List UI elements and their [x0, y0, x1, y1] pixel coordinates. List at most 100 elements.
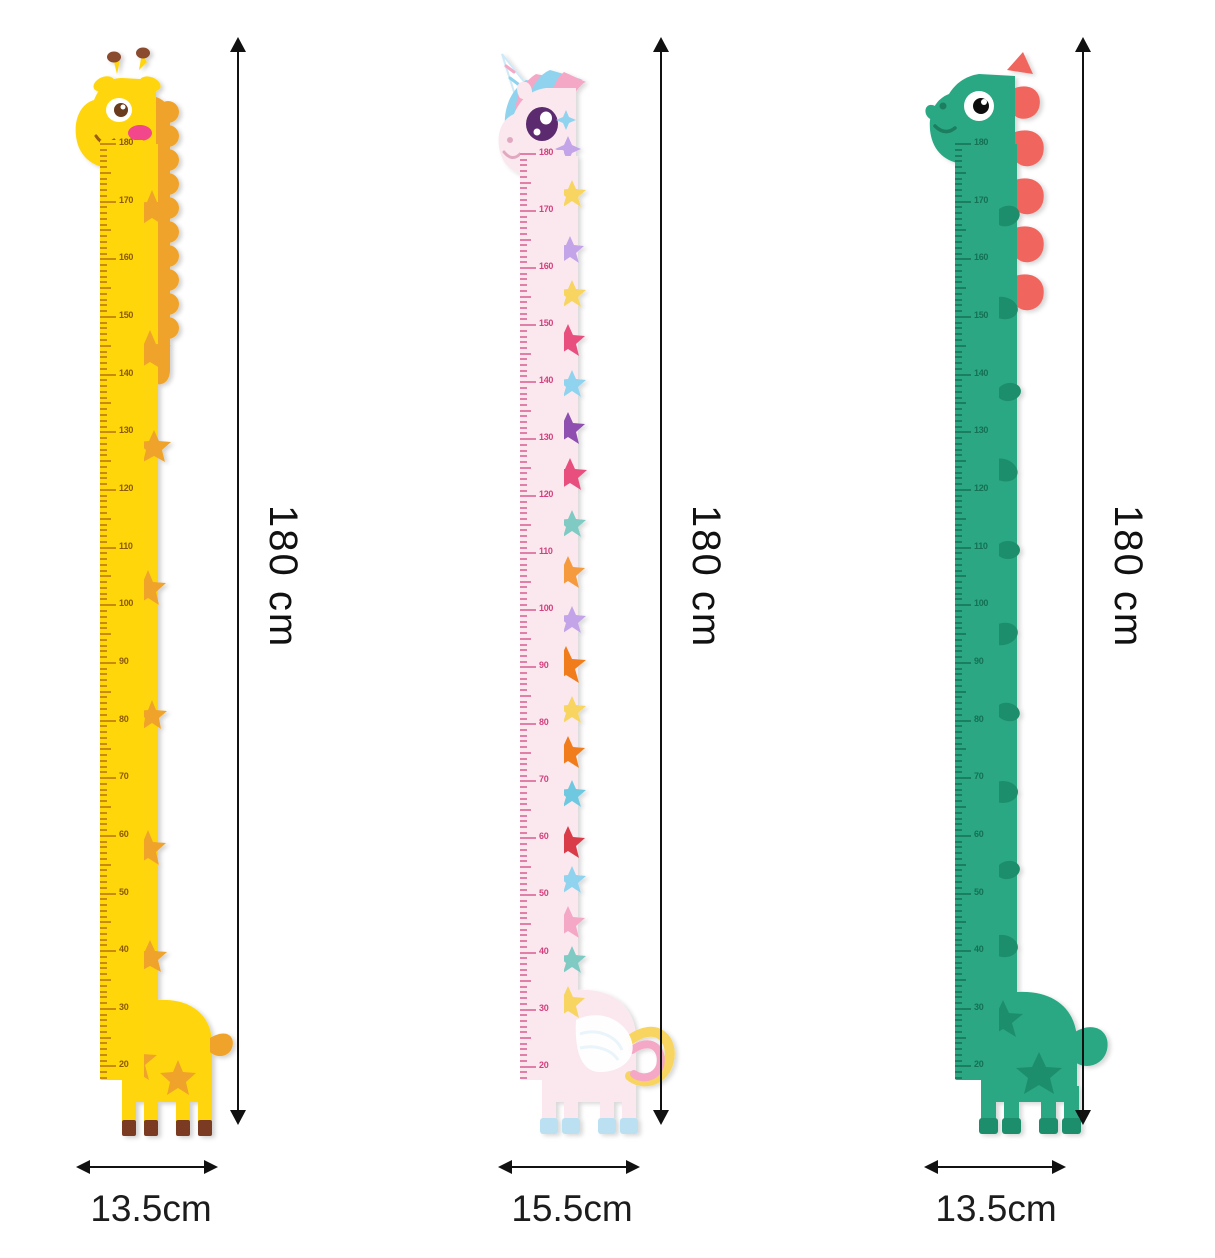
ruler-tick — [100, 996, 107, 999]
arrow-down-icon — [653, 1110, 669, 1125]
ruler-tick — [520, 1037, 531, 1040]
ruler-tick — [955, 673, 962, 676]
ruler-tick-label: 60 — [119, 828, 129, 839]
ruler-tick-label: 80 — [539, 717, 549, 728]
dinosaur-tick-marks: 180 170 160 150 140 130 120 110 100 90 80 70 60 50 40 3… — [955, 137, 999, 1080]
ruler-tick — [100, 460, 111, 463]
ruler-tick — [520, 443, 527, 446]
ruler-tick — [955, 886, 962, 889]
ruler-tick — [520, 1014, 527, 1017]
ruler-tick — [520, 500, 527, 503]
ruler-tick — [520, 221, 527, 224]
arrow-down-icon — [230, 1110, 246, 1125]
ruler-tick — [100, 759, 107, 762]
ruler-tick — [520, 335, 527, 338]
ruler-tick — [955, 206, 962, 209]
ruler-tick — [520, 700, 527, 703]
ruler-tick — [100, 961, 107, 964]
ruler-tick — [520, 734, 527, 737]
ruler-tick-label: 100 — [119, 598, 134, 609]
ruler-tick — [955, 898, 962, 901]
ruler-tick — [520, 877, 527, 880]
ruler-tick — [100, 287, 111, 290]
ruler-tick — [520, 848, 527, 851]
ruler-tick-label: 70 — [539, 774, 549, 785]
ruler-tick — [100, 396, 107, 399]
ruler-tick — [520, 717, 527, 720]
ruler-tick-label: 130 — [974, 425, 989, 436]
ruler-tick — [520, 991, 527, 994]
ruler-tick — [520, 403, 527, 406]
ruler-tick — [520, 164, 527, 167]
ruler-tick — [520, 158, 527, 161]
ruler-tick — [955, 690, 966, 693]
ruler-tick — [100, 511, 107, 514]
ruler-tick — [520, 774, 527, 777]
ruler-tick — [100, 644, 107, 647]
ruler-tick-label: 110 — [539, 546, 553, 557]
ruler-tick — [955, 581, 962, 584]
ruler-tick — [520, 911, 527, 914]
ruler-tick — [520, 894, 536, 897]
ruler-tick — [520, 369, 527, 372]
ruler-tick — [100, 408, 107, 411]
ruler-tick-label: 180 — [974, 137, 989, 147]
ruler-tick — [520, 512, 527, 515]
ruler-tick — [100, 656, 107, 659]
ruler-tick — [520, 267, 536, 270]
ruler-tick — [100, 771, 107, 774]
ruler-tick — [520, 421, 527, 424]
ruler-tick — [520, 626, 527, 629]
ruler-tick — [520, 455, 527, 458]
ruler-tick — [955, 834, 971, 837]
ruler-tick — [520, 803, 527, 806]
ruler-tick — [520, 1054, 527, 1057]
ruler-tick — [100, 806, 111, 809]
ruler-tick — [955, 402, 966, 405]
ruler-tick — [520, 974, 527, 977]
ruler-tick — [520, 723, 536, 726]
ruler-tick — [955, 1019, 962, 1022]
ruler-tick — [520, 945, 527, 948]
unicorn-width-dimension-line — [498, 1160, 640, 1174]
ruler-tick — [955, 287, 966, 290]
ruler-tick — [100, 811, 107, 814]
ruler-tick — [520, 153, 536, 155]
ruler-tick — [100, 327, 107, 330]
ruler-tick — [955, 1025, 962, 1028]
ruler-tick — [955, 477, 962, 480]
ruler-tick — [520, 461, 527, 463]
ruler-tick — [100, 292, 107, 295]
ruler-tick — [955, 356, 962, 359]
ruler-tick — [100, 569, 107, 572]
ruler-tick — [100, 684, 107, 687]
ruler-tick — [520, 364, 527, 367]
dinosaur-ruler-strip: 180 170 160 150 140 130 120 110 100 90 80 70 60 50 40 3… — [955, 137, 999, 1080]
ruler-tick — [100, 310, 107, 313]
ruler-tick — [520, 580, 531, 583]
ruler-tick — [955, 863, 966, 866]
ruler-tick — [100, 800, 107, 803]
arrow-up-icon — [230, 37, 246, 52]
ruler-tick — [100, 650, 107, 653]
giraffe-height-dimension-line — [230, 37, 246, 1125]
ruler-tick — [520, 204, 527, 207]
ruler-tick — [955, 708, 962, 710]
unicorn-artwork — [498, 53, 675, 1134]
ruler-tick-label: 150 — [974, 309, 989, 320]
ruler-tick — [100, 183, 107, 186]
ruler-tick — [520, 637, 531, 640]
ruler-tick-label: 80 — [974, 713, 984, 724]
ruler-tick — [520, 375, 527, 378]
ruler-tick — [955, 725, 962, 728]
ruler-tick — [520, 689, 527, 692]
ruler-tick — [520, 997, 527, 1000]
ruler-tick — [100, 546, 116, 549]
giraffe-width-dimension-line — [76, 1160, 218, 1174]
ruler-tick — [100, 529, 107, 532]
ruler-tick-label: 170 — [974, 194, 989, 205]
ruler-tick-label: 50 — [539, 888, 549, 899]
ruler-tick — [100, 834, 116, 837]
ruler-tick — [955, 736, 962, 739]
ruler-tick — [100, 615, 107, 618]
